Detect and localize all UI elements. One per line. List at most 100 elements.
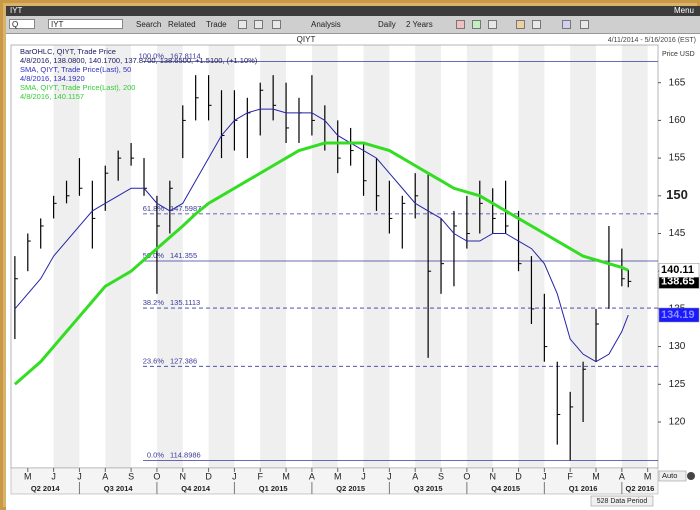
toolbar-icon[interactable] xyxy=(562,20,571,29)
quarter-label: Q1 2015 xyxy=(259,484,288,493)
x-tick-label: D xyxy=(205,471,212,481)
fib-value: 127.386 xyxy=(170,356,197,365)
quarter-label: Q3 2015 xyxy=(414,484,443,493)
price-tag-box xyxy=(658,307,700,323)
x-tick-label: A xyxy=(102,471,108,481)
sma-line xyxy=(14,108,629,363)
toolbar-button[interactable]: Search xyxy=(136,20,162,29)
chart-title: QIYT xyxy=(297,35,316,44)
x-tick-label: M xyxy=(592,471,600,481)
zoom-icon xyxy=(687,472,695,480)
x-tick-label: M xyxy=(24,471,32,481)
quarter-label: Q4 2014 xyxy=(181,484,211,493)
y-tick-label: 150 xyxy=(666,187,688,202)
x-tick-label: D xyxy=(515,471,522,481)
price-tag: 134.19 xyxy=(658,307,700,323)
quarter-label: Q1 2016 xyxy=(569,484,598,493)
y-tick-label: 130 xyxy=(669,341,686,352)
x-tick-label: J xyxy=(361,471,366,481)
x-axis-area xyxy=(10,467,659,495)
toolbar-button[interactable]: Related xyxy=(168,20,196,29)
y-tick-label: 120 xyxy=(669,417,686,428)
toolbar-button[interactable]: Trade xyxy=(206,20,227,29)
toolbar-icon[interactable] xyxy=(272,20,281,29)
legend-value: 4/8/2016, 140.1157 xyxy=(20,92,84,101)
quarter-label: Q4 2015 xyxy=(491,484,520,493)
date-range: 4/11/2014 - 5/16/2016 (EST) xyxy=(608,37,696,44)
sma-line xyxy=(13,141,629,386)
fib-pct: 50.0% xyxy=(143,251,165,260)
window-title: IYT xyxy=(10,6,23,15)
auto-label: Auto xyxy=(662,471,677,480)
x-tick-label: J xyxy=(387,471,392,481)
x-tick-label: J xyxy=(51,471,56,481)
fib-value: 135.1113 xyxy=(170,298,200,307)
toolbar-icon[interactable] xyxy=(254,20,263,29)
x-tick-label: S xyxy=(438,471,444,481)
x-tick-label: M xyxy=(334,471,342,481)
menu-button[interactable]: Menu xyxy=(673,6,694,15)
x-tick-label: A xyxy=(412,471,418,481)
legend-name: BarOHLC, QIYT, Trade Price xyxy=(20,47,116,56)
price-tag-label: 140.11 xyxy=(661,264,694,276)
fib-value: 141.355 xyxy=(170,251,197,260)
toolbar-icon[interactable] xyxy=(488,20,497,29)
legend-value: 4/8/2016, 138.0800, 140.1700, 137.8700, … xyxy=(20,56,258,65)
quarter-label: Q2 2014 xyxy=(31,484,61,493)
y-tick-label: 145 xyxy=(669,228,686,239)
toolbar-button[interactable]: 2 Years xyxy=(406,20,433,29)
toolbar: Q IYT Search Related Trade Analysis Dail… xyxy=(6,16,700,34)
toolbar-icon[interactable] xyxy=(516,20,525,29)
security-type[interactable]: Q xyxy=(9,19,35,29)
month-shade xyxy=(156,45,183,468)
title-bar: IYT Menu xyxy=(6,6,700,16)
chart: QIYT 4/11/2014 - 5/16/2016 (EST) Price USD… xyxy=(6,34,700,510)
quarter-label: Q2 2015 xyxy=(336,484,365,493)
x-tick-label: F xyxy=(567,471,573,481)
legend-value: 4/8/2016, 134.1920 xyxy=(20,74,85,83)
toolbar-icon[interactable] xyxy=(456,20,465,29)
x-tick-label: A xyxy=(309,471,315,481)
x-tick-label: O xyxy=(153,471,160,481)
x-tick-label: N xyxy=(489,471,496,481)
x-tick-label: O xyxy=(463,471,470,481)
month-shade xyxy=(621,45,648,468)
data-period: 528 Data Period xyxy=(597,498,648,505)
toolbar-button[interactable]: Daily xyxy=(378,20,396,29)
y-axis-label: Price USD xyxy=(662,51,695,58)
x-tick-label: M xyxy=(282,471,290,481)
fib-pct: 38.2% xyxy=(143,298,165,307)
toolbar-icon[interactable] xyxy=(580,20,589,29)
fib-value: 167.8114 xyxy=(170,51,201,60)
toolbar-icon[interactable] xyxy=(472,20,481,29)
fib-value: 114.8986 xyxy=(170,450,201,459)
toolbar-icon[interactable] xyxy=(532,20,541,29)
fib-pct: 23.6% xyxy=(143,356,165,365)
y-tick-label: 125 xyxy=(669,379,686,390)
fib-pct: 61.8% xyxy=(143,204,165,213)
x-tick-label: S xyxy=(128,471,134,481)
toolbar-button[interactable]: Analysis xyxy=(311,20,341,29)
x-tick-label: J xyxy=(232,471,237,481)
price-tag: 138.65 xyxy=(658,274,700,289)
auto-button xyxy=(658,470,687,482)
price-tag-label: 138.65 xyxy=(661,275,695,287)
y-tick-label: 160 xyxy=(669,115,686,126)
fib-value: 147.5987 xyxy=(170,204,201,213)
legend-name: SMA, QIYT, Trade Price(Last), 50 xyxy=(20,65,131,74)
fib-pct: 100.0% xyxy=(139,51,165,60)
y-tick-label: 165 xyxy=(669,77,686,88)
ticker-input[interactable]: IYT xyxy=(48,19,123,29)
toolbar-icon[interactable] xyxy=(238,20,247,29)
month-shade xyxy=(466,45,493,468)
x-tick-label: A xyxy=(619,471,625,481)
month-shade xyxy=(105,45,132,468)
x-tick-label: F xyxy=(257,471,263,481)
header-bar xyxy=(6,34,700,44)
x-tick-label: J xyxy=(542,471,547,481)
legend-name: SMA, QIYT, Trade Price(Last), 200 xyxy=(20,83,135,92)
data-period-box xyxy=(590,495,654,507)
fib-pct: 0.0% xyxy=(147,450,164,459)
quarter-label: Q3 2014 xyxy=(104,484,134,493)
